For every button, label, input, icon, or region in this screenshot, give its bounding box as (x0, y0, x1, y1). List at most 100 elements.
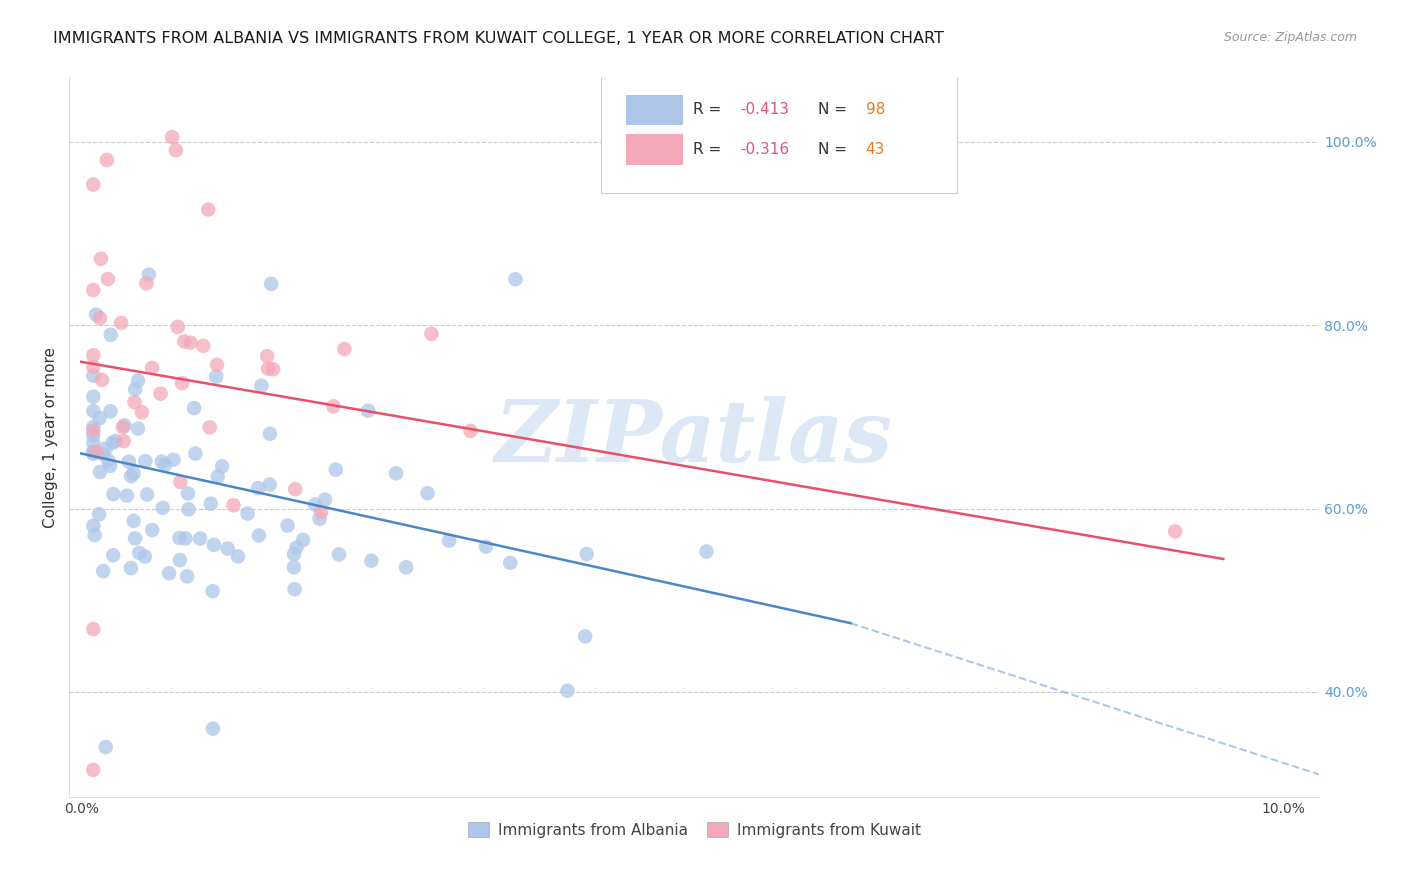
Point (205, 358, 228, 372)
Point (120, 561, 142, 575)
Point (217, 541, 239, 556)
Point (141, 523, 163, 537)
Point (91, 373, 114, 387)
Point (211, 459, 233, 474)
Point (308, 512, 330, 526)
Point (420, 326, 443, 341)
Point (138, 268, 160, 282)
Text: IMMIGRANTS FROM ALBANIA VS IMMIGRANTS FROM KUWAIT COLLEGE, 1 YEAR OR MORE CORREL: IMMIGRANTS FROM ALBANIA VS IMMIGRANTS FR… (53, 31, 945, 46)
Point (91, 447, 114, 461)
Point (222, 498, 245, 512)
Point (89, 311, 111, 326)
Point (89, 465, 111, 479)
Point (328, 548, 350, 562)
Point (357, 403, 380, 417)
Point (575, 547, 598, 561)
Point (111, 420, 134, 434)
Point (285, 541, 308, 555)
Point (292, 533, 315, 547)
Point (169, 553, 191, 567)
Text: 43: 43 (866, 142, 884, 157)
Point (82, 359, 104, 374)
Point (90, 252, 112, 266)
Point (201, 584, 224, 599)
Text: -0.316: -0.316 (741, 142, 790, 157)
Point (309, 505, 332, 519)
Point (184, 446, 207, 460)
Point (180, 335, 202, 350)
Point (124, 531, 146, 545)
Point (83, 528, 105, 542)
Point (247, 528, 270, 542)
Point (82, 445, 104, 459)
Point (122, 514, 145, 528)
Point (91, 564, 114, 578)
Point (259, 426, 281, 441)
Point (304, 498, 326, 512)
Point (557, 683, 579, 698)
Text: -0.413: -0.413 (741, 103, 790, 118)
FancyBboxPatch shape (600, 74, 957, 193)
Point (82, 420, 104, 434)
Point (103, 487, 125, 501)
Point (176, 569, 198, 583)
Point (284, 582, 307, 597)
Point (262, 362, 284, 376)
Point (188, 532, 211, 546)
Point (82, 404, 104, 418)
Point (82, 424, 104, 438)
Point (695, 544, 717, 558)
Point (157, 566, 180, 581)
Point (169, 475, 191, 489)
Point (360, 554, 382, 568)
Point (247, 481, 270, 495)
Point (100, 327, 122, 342)
Point (314, 492, 336, 507)
Point (201, 722, 224, 736)
Point (236, 507, 259, 521)
Point (124, 395, 146, 409)
Point (174, 532, 197, 546)
Point (416, 486, 439, 500)
Point (333, 342, 356, 356)
Point (325, 462, 347, 476)
Point (149, 386, 172, 401)
Point (250, 378, 273, 392)
Point (118, 455, 141, 469)
Point (131, 405, 153, 419)
Point (128, 546, 150, 560)
Point (226, 549, 249, 564)
Text: Source: ZipAtlas.com: Source: ZipAtlas.com (1223, 31, 1357, 45)
Point (505, 272, 527, 286)
Point (86, 445, 108, 459)
Text: R =: R = (693, 142, 727, 157)
Point (82, 622, 104, 636)
Point (82, 519, 104, 533)
Point (198, 420, 221, 434)
Point (122, 466, 145, 480)
Point (127, 421, 149, 435)
Point (202, 538, 225, 552)
Point (82, 763, 104, 777)
Point (89, 411, 111, 425)
Point (82, 368, 104, 383)
Point (84, 308, 107, 322)
Point (283, 547, 305, 561)
Y-axis label: College, 1 year or more: College, 1 year or more (44, 347, 58, 528)
Point (177, 502, 200, 516)
Point (475, 540, 498, 554)
Point (97, 272, 120, 286)
Point (134, 454, 156, 468)
Point (82, 390, 104, 404)
Point (205, 369, 228, 384)
Point (124, 383, 146, 397)
Text: 98: 98 (866, 103, 884, 118)
Point (172, 376, 194, 391)
Point (197, 202, 219, 217)
Point (193, 339, 215, 353)
Point (173, 334, 195, 349)
Point (97, 453, 120, 467)
Point (94, 739, 117, 754)
FancyBboxPatch shape (626, 95, 683, 125)
Point (260, 277, 283, 291)
